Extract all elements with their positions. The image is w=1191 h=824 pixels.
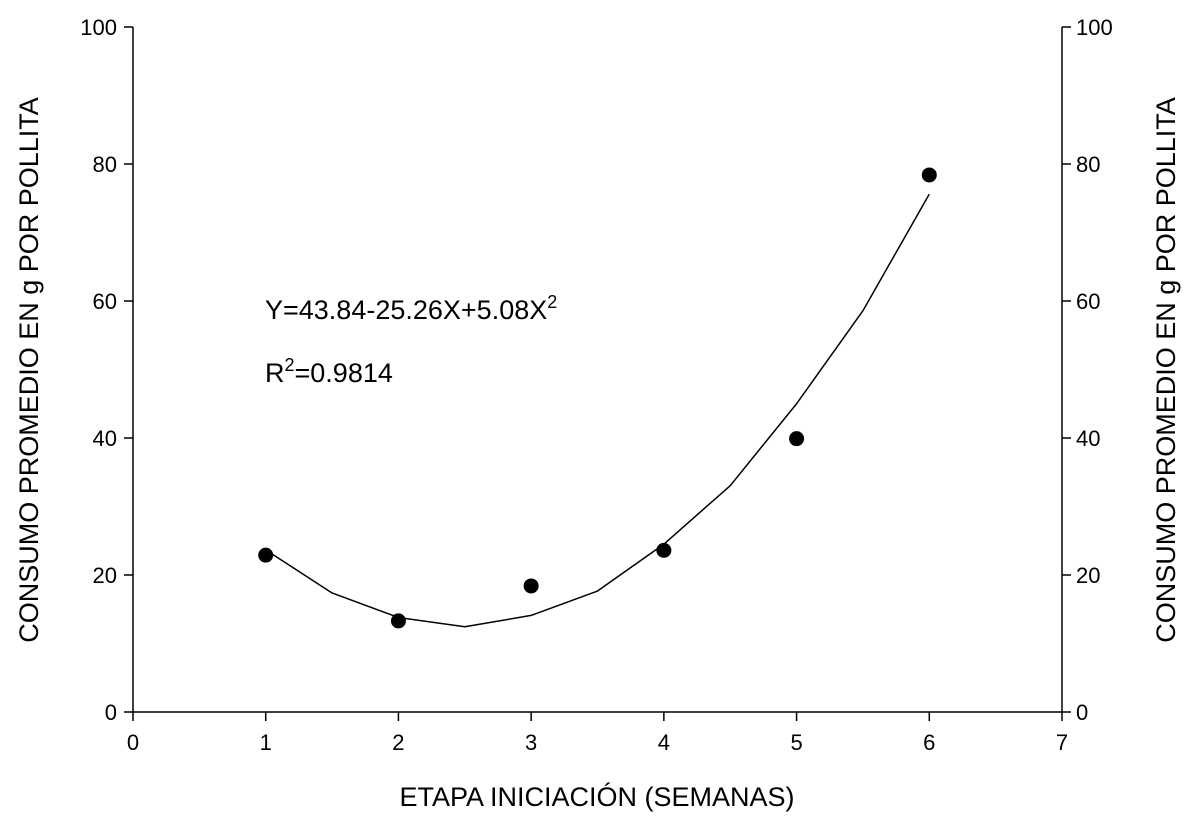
y2-tick-label: 100 (1076, 15, 1113, 40)
y2-tick-label: 40 (1076, 426, 1100, 451)
x-tick-label: 0 (127, 730, 139, 755)
y-tick-label: 80 (93, 152, 117, 177)
y-tick-label: 100 (80, 15, 117, 40)
x-tick-label: 1 (260, 730, 272, 755)
x-tick-label: 4 (658, 730, 670, 755)
y2-tick-label: 80 (1076, 152, 1100, 177)
r-text: R (265, 358, 285, 388)
y2-tick-label: 20 (1076, 563, 1100, 588)
data-point (258, 547, 274, 563)
y2-axis-label: CONSUMO PROMEDIO EN g POR POLLITA (1151, 97, 1181, 643)
fit-curve (265, 193, 930, 628)
r-squared: R2=0.9814 (265, 355, 393, 388)
y2-tick-label: 0 (1076, 700, 1088, 725)
equation: Y=43.84-25.26X+5.08X2 (265, 292, 557, 325)
x-tick-label: 6 (923, 730, 935, 755)
y2-tick-label: 60 (1076, 289, 1100, 314)
y-tick-label: 20 (93, 563, 117, 588)
data-point (921, 167, 937, 183)
data-point (390, 613, 406, 629)
data-point (656, 542, 672, 558)
equation-text: Y=43.84-25.26X+5.08X (265, 295, 547, 325)
x-tick-label: 3 (525, 730, 537, 755)
r-value: =0.9814 (295, 358, 393, 388)
x-tick-label: 7 (1056, 730, 1068, 755)
x-tick-label: 5 (790, 730, 802, 755)
data-point (789, 431, 805, 447)
data-point (523, 578, 539, 594)
y-axis-label: CONSUMO PROMEDIO EN g POR POLLITA (14, 97, 44, 643)
y-tick-label: 0 (105, 700, 117, 725)
x-tick-label: 2 (392, 730, 404, 755)
y-tick-label: 40 (93, 426, 117, 451)
x-axis-label: ETAPA INICIACIÓN (SEMANAS) (399, 781, 794, 812)
equation-sup: 2 (547, 292, 557, 312)
r-sup: 2 (285, 355, 295, 375)
y-tick-label: 60 (93, 289, 117, 314)
